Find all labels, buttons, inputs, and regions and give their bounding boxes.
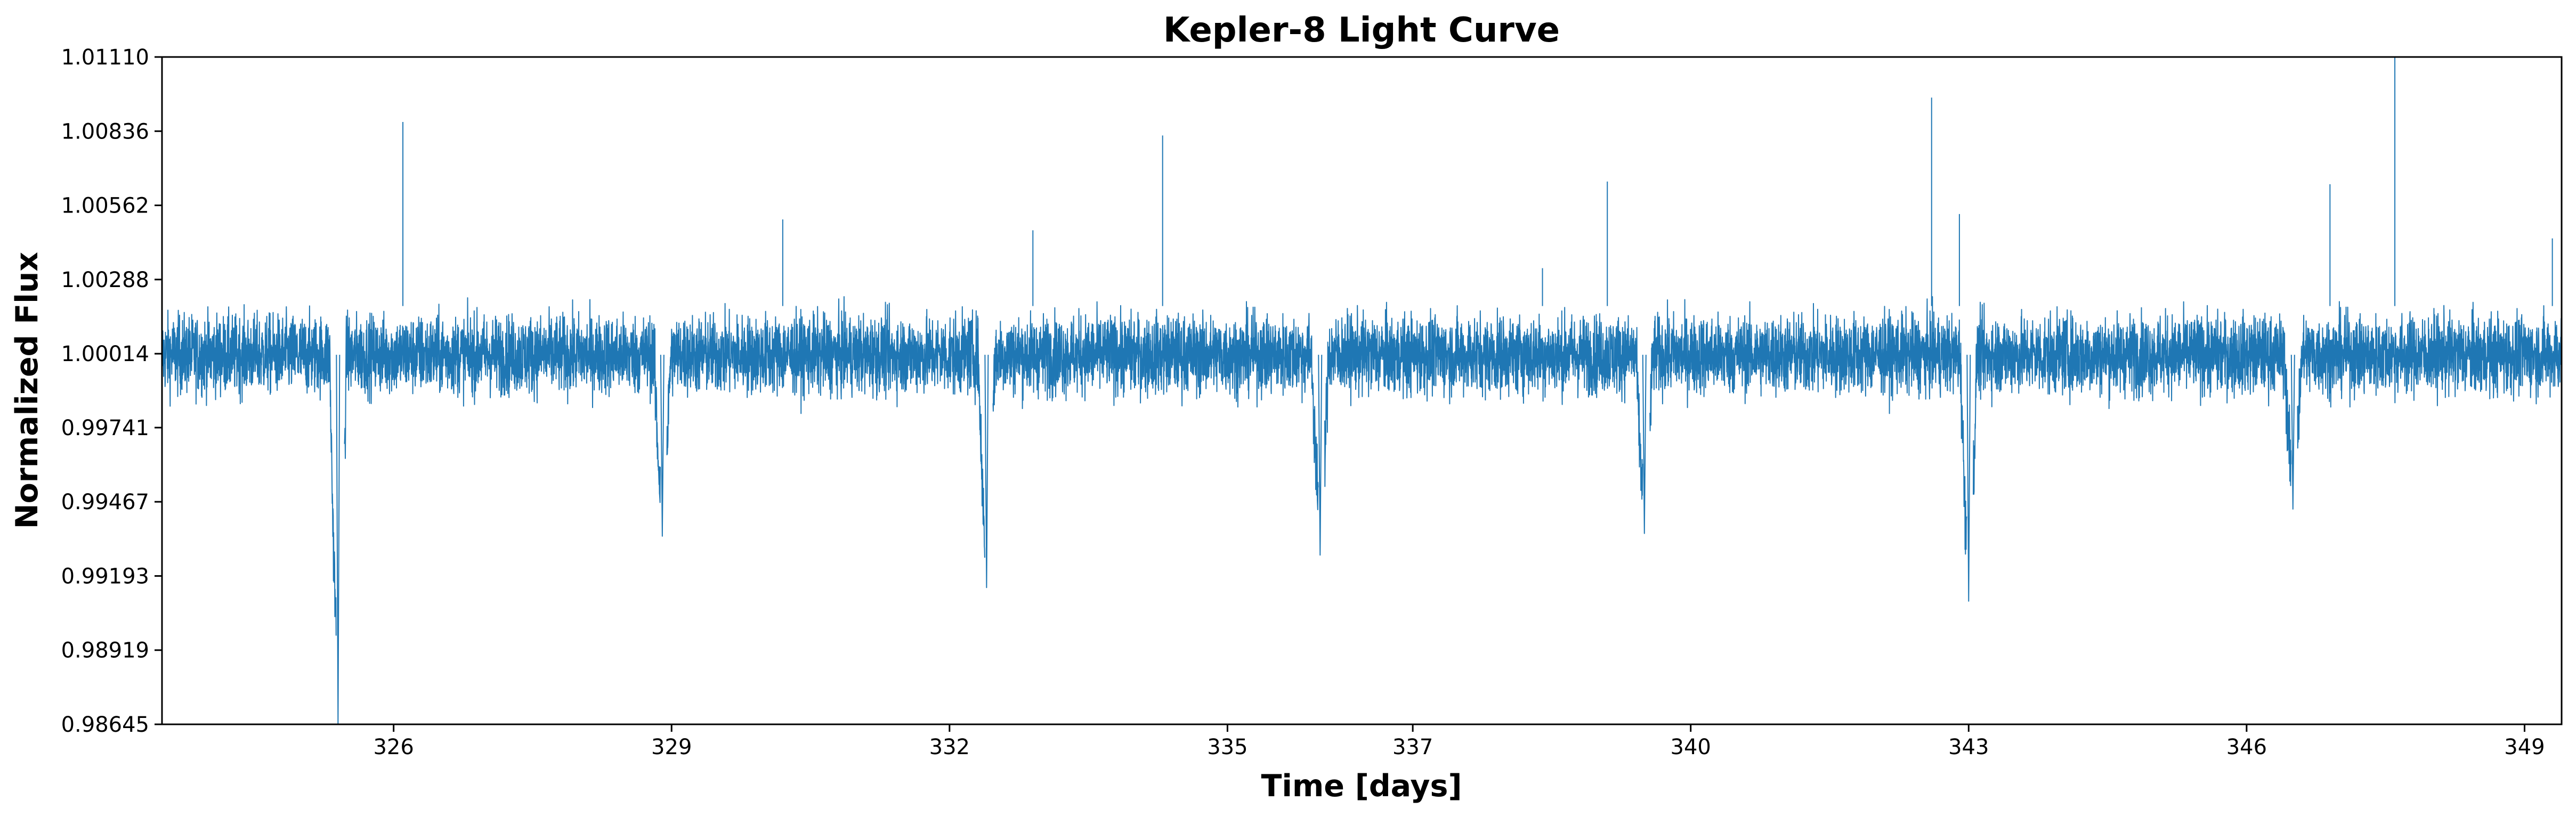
- x-tick-label: 326: [373, 735, 414, 759]
- y-axis: 0.98645 0.98919 0.99193 0.99467 0.99741 1.000…: [61, 45, 162, 737]
- y-tick-label: 0.99467: [61, 490, 149, 514]
- y-tick-label: 1.01110: [61, 45, 149, 70]
- x-axis-label: Time [days]: [1261, 769, 1462, 804]
- x-tick-label: 346: [2226, 735, 2267, 759]
- flux-series-segment: [992, 301, 1319, 510]
- flux-series-segment: [1324, 301, 1643, 500]
- y-tick-label: 0.99741: [61, 416, 149, 440]
- flux-series-segment: [666, 296, 985, 558]
- x-tick-label: 335: [1207, 735, 1248, 759]
- transit-dip: [1966, 355, 1971, 602]
- y-axis-label: Normalized Flux: [10, 252, 45, 529]
- y-tick-label: 1.00562: [61, 194, 149, 218]
- y-tick-label: 0.98645: [61, 713, 149, 737]
- flux-series-segment: [161, 304, 337, 636]
- x-tick-label: 343: [1948, 735, 1989, 759]
- flux-series-segment: [1649, 296, 1967, 555]
- flux-series-segment: [1973, 301, 2292, 495]
- x-tick-label: 340: [1671, 735, 1711, 759]
- x-tick-label: 332: [929, 735, 970, 759]
- x-tick-label: 329: [651, 735, 692, 759]
- plot-frame: [161, 56, 2563, 725]
- chart-title: Kepler-8 Light Curve: [1163, 11, 1560, 50]
- x-tick-label: 349: [2504, 735, 2545, 759]
- y-tick-label: 1.00014: [61, 342, 149, 366]
- y-tick-label: 0.99193: [61, 564, 149, 589]
- y-tick-label: 1.00836: [61, 119, 149, 144]
- y-tick-label: 0.98919: [61, 639, 149, 663]
- transit-dip: [336, 355, 341, 725]
- transit-dip: [984, 355, 989, 589]
- flux-series-segment: [344, 297, 661, 503]
- y-tick-label: 1.00288: [61, 268, 149, 292]
- x-axis: 326 329 332 335 337 340 343 346 349: [373, 724, 2545, 759]
- x-tick-label: 337: [1392, 735, 1433, 759]
- transit-dip: [2290, 355, 2295, 510]
- transit-dip: [1642, 355, 1647, 534]
- plot-area: [161, 57, 2562, 725]
- flux-series-segment: [2297, 301, 2562, 449]
- transit-dip: [660, 355, 665, 537]
- transit-dip: [1318, 355, 1323, 556]
